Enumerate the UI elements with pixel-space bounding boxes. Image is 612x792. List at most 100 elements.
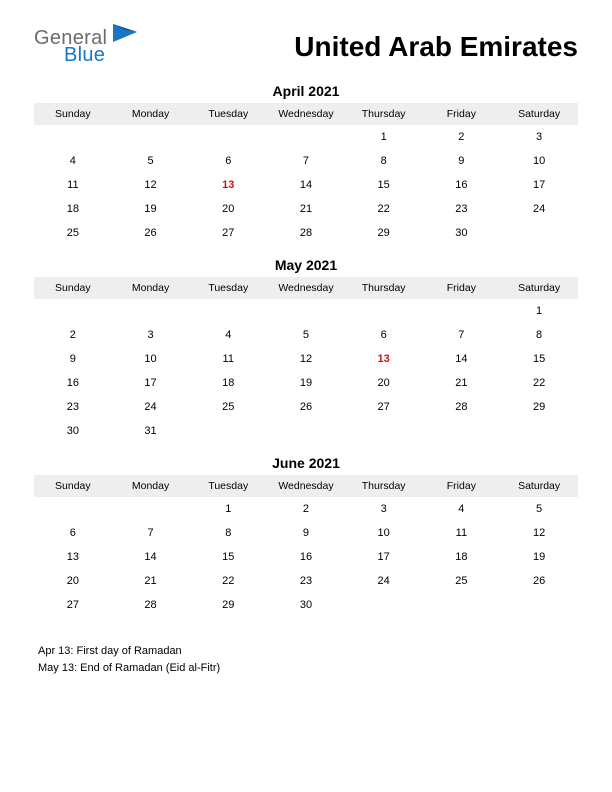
calendar-day-cell: [112, 299, 190, 323]
calendar-day-cell: 17: [112, 371, 190, 395]
weekday-header: Wednesday: [267, 475, 345, 497]
calendar-day-cell: 24: [112, 395, 190, 419]
calendar-day-cell: 23: [34, 395, 112, 419]
calendar-month: June 2021 SundayMondayTuesdayWednesdayThu…: [34, 455, 578, 617]
weekday-header: Friday: [423, 475, 501, 497]
calendar-week-row: 23242526272829: [34, 395, 578, 419]
calendar-day-cell: 16: [423, 173, 501, 197]
calendar-month: May 2021SundayMondayTuesdayWednesdayThur…: [34, 257, 578, 443]
calendar-day-cell: 26: [267, 395, 345, 419]
calendar-day-cell: 18: [423, 545, 501, 569]
calendar-day-cell: 6: [345, 323, 423, 347]
weekday-header: Wednesday: [267, 103, 345, 125]
month-title: June 2021: [34, 455, 578, 471]
calendar-day-cell: 17: [345, 545, 423, 569]
calendar-day-cell: 18: [189, 371, 267, 395]
calendar-day-cell: 13: [34, 545, 112, 569]
calendar-day-cell: 15: [500, 347, 578, 371]
weekday-header: Saturday: [500, 475, 578, 497]
logo-mark-icon: [111, 24, 141, 59]
calendar-day-cell: [423, 299, 501, 323]
calendar-day-cell: 8: [189, 521, 267, 545]
calendar-day-cell: 28: [112, 593, 190, 617]
calendar-day-cell: 30: [267, 593, 345, 617]
calendar-day-cell: [34, 299, 112, 323]
calendar-day-cell: 26: [500, 569, 578, 593]
calendar-day-cell: 25: [423, 569, 501, 593]
weekday-header: Monday: [112, 103, 190, 125]
calendars-container: April 2021SundayMondayTuesdayWednesdayTh…: [34, 83, 578, 617]
holiday-notes: Apr 13: First day of Ramadan May 13: End…: [34, 643, 578, 677]
weekday-header: Tuesday: [189, 277, 267, 299]
weekday-header: Wednesday: [267, 277, 345, 299]
note-line: May 13: End of Ramadan (Eid al-Fitr): [38, 660, 578, 677]
calendar-day-cell: [189, 299, 267, 323]
calendar-day-cell: 9: [267, 521, 345, 545]
calendar-day-cell: 13: [345, 347, 423, 371]
calendar-day-cell: [423, 593, 501, 617]
calendar-day-cell: 2: [34, 323, 112, 347]
weekday-header: Tuesday: [189, 475, 267, 497]
weekday-header: Sunday: [34, 103, 112, 125]
calendar-day-cell: 19: [112, 197, 190, 221]
calendar-day-cell: [34, 125, 112, 149]
logo-word-blue: Blue: [64, 45, 107, 65]
calendar-week-row: 252627282930: [34, 221, 578, 245]
calendar-day-cell: 20: [34, 569, 112, 593]
calendar-day-cell: 10: [345, 521, 423, 545]
calendar-day-cell: 8: [500, 323, 578, 347]
calendar-day-cell: [267, 419, 345, 443]
calendar-week-row: 18192021222324: [34, 197, 578, 221]
calendar-week-row: 16171819202122: [34, 371, 578, 395]
calendar-day-cell: 5: [500, 497, 578, 521]
calendar-day-cell: 2: [423, 125, 501, 149]
calendar-day-cell: 22: [500, 371, 578, 395]
calendar-week-row: 6789101112: [34, 521, 578, 545]
calendar-day-cell: 27: [345, 395, 423, 419]
calendar-day-cell: 19: [500, 545, 578, 569]
calendar-day-cell: 18: [34, 197, 112, 221]
calendar-day-cell: 24: [345, 569, 423, 593]
calendar-day-cell: 13: [189, 173, 267, 197]
calendar-week-row: 20212223242526: [34, 569, 578, 593]
calendar-day-cell: 30: [34, 419, 112, 443]
calendar-week-row: 9101112131415: [34, 347, 578, 371]
calendar-day-cell: 6: [189, 149, 267, 173]
calendar-day-cell: 29: [345, 221, 423, 245]
weekday-header: Tuesday: [189, 103, 267, 125]
calendar-day-cell: 11: [189, 347, 267, 371]
calendar-day-cell: 1: [345, 125, 423, 149]
calendar-table: SundayMondayTuesdayWednesdayThursdayFrid…: [34, 475, 578, 617]
weekday-header: Saturday: [500, 103, 578, 125]
calendar-day-cell: [189, 125, 267, 149]
weekday-header: Monday: [112, 277, 190, 299]
calendar-day-cell: 3: [112, 323, 190, 347]
calendar-week-row: 11121314151617: [34, 173, 578, 197]
calendar-day-cell: 4: [34, 149, 112, 173]
calendar-week-row: 12345: [34, 497, 578, 521]
calendar-day-cell: 11: [34, 173, 112, 197]
calendar-day-cell: 5: [112, 149, 190, 173]
calendar-day-cell: 23: [423, 197, 501, 221]
calendar-day-cell: 6: [34, 521, 112, 545]
calendar-day-cell: [345, 299, 423, 323]
calendar-day-cell: 2: [267, 497, 345, 521]
month-title: May 2021: [34, 257, 578, 273]
brand-logo: General Blue: [34, 28, 141, 65]
calendar-day-cell: 12: [112, 173, 190, 197]
calendar-month: April 2021SundayMondayTuesdayWednesdayTh…: [34, 83, 578, 245]
calendar-day-cell: 14: [423, 347, 501, 371]
calendar-week-row: 3031: [34, 419, 578, 443]
logo-text: General Blue: [34, 28, 107, 65]
calendar-day-cell: 16: [34, 371, 112, 395]
calendar-day-cell: [112, 125, 190, 149]
calendar-day-cell: 1: [500, 299, 578, 323]
calendar-day-cell: 14: [267, 173, 345, 197]
calendar-day-cell: 4: [189, 323, 267, 347]
calendar-day-cell: 20: [345, 371, 423, 395]
calendar-week-row: 45678910: [34, 149, 578, 173]
calendar-day-cell: 16: [267, 545, 345, 569]
calendar-day-cell: 25: [34, 221, 112, 245]
calendar-day-cell: 29: [500, 395, 578, 419]
calendar-day-cell: [423, 419, 501, 443]
